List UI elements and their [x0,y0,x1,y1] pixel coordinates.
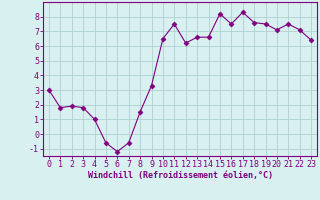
X-axis label: Windchill (Refroidissement éolien,°C): Windchill (Refroidissement éolien,°C) [87,171,273,180]
